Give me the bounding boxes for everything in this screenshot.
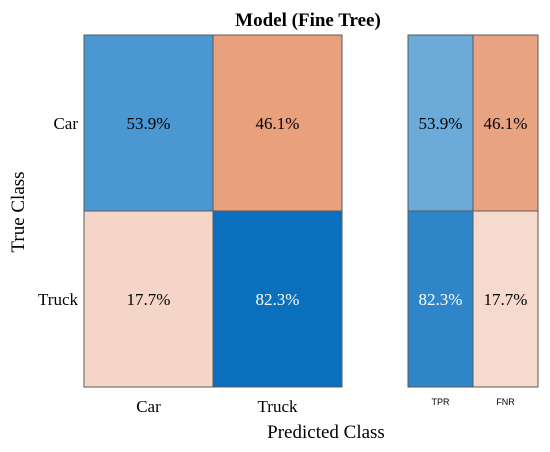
- summary-value-label: 82.3%: [419, 290, 463, 309]
- summary-cell: [472, 210, 539, 388]
- x-axis-label: Predicted Class: [267, 422, 385, 443]
- cell-value-label: 82.3%: [256, 290, 300, 309]
- matrix-cell: [212, 210, 343, 388]
- cell-value-label: 53.9%: [127, 114, 171, 133]
- confusion-matrix: 53.9% 46.1% 17.7% 82.3% Car Truck Car Truck: [38, 34, 343, 416]
- y-axis-label: True Class: [8, 171, 29, 252]
- summary-col-label: FNR: [496, 397, 515, 407]
- col-tick-label: Car: [136, 397, 161, 416]
- matrix-cell: [83, 210, 214, 388]
- summary-cell: [407, 34, 474, 212]
- matrix-cell: [212, 34, 343, 212]
- summary-matrix: 53.9% 46.1% 82.3% 17.7% TPR FNR: [407, 34, 539, 407]
- summary-value-label: 46.1%: [484, 114, 528, 133]
- summary-col-label: TPR: [432, 397, 451, 407]
- col-tick-label: Truck: [258, 397, 298, 416]
- cell-value-label: 17.7%: [127, 290, 171, 309]
- summary-cell: [472, 34, 539, 212]
- chart-title: Model (Fine Tree): [235, 10, 381, 31]
- summary-cell: [407, 210, 474, 388]
- row-tick-label: Truck: [38, 290, 78, 309]
- matrix-cell: [83, 34, 214, 212]
- summary-value-label: 53.9%: [419, 114, 463, 133]
- row-tick-label: Car: [53, 114, 78, 133]
- summary-value-label: 17.7%: [484, 290, 528, 309]
- cell-value-label: 46.1%: [256, 114, 300, 133]
